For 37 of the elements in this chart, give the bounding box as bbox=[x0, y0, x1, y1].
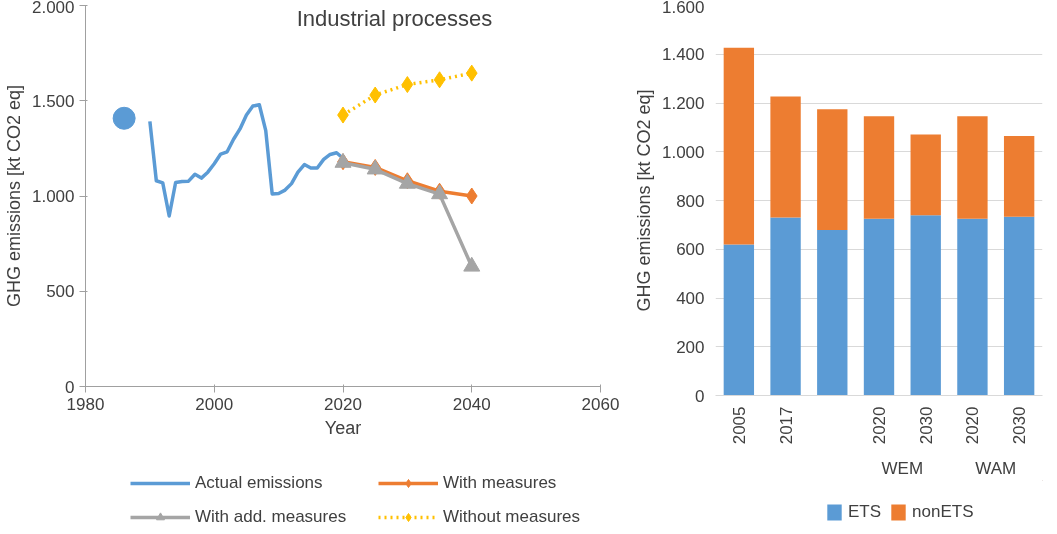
x-tick-label: 2060 bbox=[581, 394, 620, 414]
x-tick-label: 2030 bbox=[1010, 406, 1030, 445]
y-tick-label: 400 bbox=[676, 289, 705, 308]
legend-label: With measures bbox=[443, 472, 558, 494]
x-tick-label: 1980 bbox=[66, 394, 105, 414]
x-tick-label: 2000 bbox=[195, 394, 234, 414]
legend-label: Without measures bbox=[443, 506, 581, 528]
y-tick-label: 1.500 bbox=[31, 91, 75, 111]
text: WAM bbox=[975, 458, 1017, 478]
x-tick-label: 2005 bbox=[729, 406, 749, 445]
y-tick-label: 600 bbox=[676, 240, 705, 260]
x-tick-label: 2017 bbox=[776, 406, 796, 445]
x-tick-label: 2030 bbox=[916, 406, 936, 445]
text: WEM bbox=[881, 458, 924, 478]
legend-label: nonETS bbox=[912, 502, 974, 522]
y-tick-label: 1.000 bbox=[31, 187, 75, 206]
chart-title: Industrial processes bbox=[296, 5, 493, 31]
y-tick-label: 2.000 bbox=[31, 0, 75, 17]
x-tick-label: 2020 bbox=[324, 394, 362, 414]
y-tick-label: 1.600 bbox=[661, 0, 705, 17]
y-tick-label: 0 bbox=[65, 377, 75, 397]
x-tick-label: 2020 bbox=[870, 406, 889, 445]
y-tick-label: 1.400 bbox=[661, 45, 705, 65]
legend-label: With add. measures bbox=[195, 506, 348, 528]
y-tick-label: 1.000 bbox=[661, 142, 705, 162]
legend-label: ETS bbox=[848, 502, 882, 522]
x-tick-label: 2040 bbox=[452, 394, 491, 414]
x-tick-label: 2020 bbox=[963, 406, 983, 445]
legend-label: Actual emissions bbox=[195, 472, 324, 494]
y-tick-label: 500 bbox=[46, 282, 75, 302]
y-tick-label: 800 bbox=[676, 191, 705, 211]
y-axis-title: GHG emissions [kt CO2 eq] bbox=[633, 89, 654, 312]
y-tick-label: 0 bbox=[695, 386, 705, 406]
y-tick-label: 1.200 bbox=[661, 94, 705, 113]
y-tick-label: 200 bbox=[676, 337, 705, 357]
y-axis-title: GHG emissions [kt CO2 eq] bbox=[3, 84, 24, 308]
x-axis-title: Year bbox=[324, 417, 362, 438]
